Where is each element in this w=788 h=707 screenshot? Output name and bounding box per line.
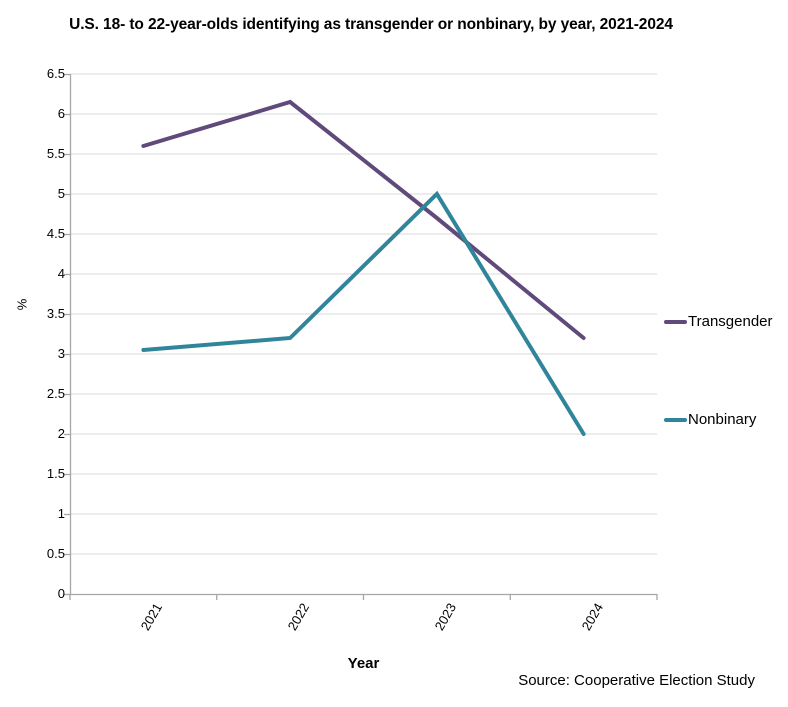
legend-item-nonbinary: Nonbinary xyxy=(664,410,756,430)
y-tick-label: 0 xyxy=(57,586,65,601)
legend-label-transgender: Transgender xyxy=(688,313,773,330)
chart-title: U.S. 18- to 22-year-olds identifying as … xyxy=(69,16,673,33)
y-tick-label: 5.5 xyxy=(46,146,65,161)
y-tick-label: 4.5 xyxy=(46,226,65,241)
y-tick-label: 1.5 xyxy=(46,466,65,481)
source-note: Source: Cooperative Election Study xyxy=(518,672,755,689)
legend-item-transgender: Transgender xyxy=(664,312,773,332)
y-tick-label: 6.5 xyxy=(46,66,65,81)
series-line-nonbinary xyxy=(141,190,586,436)
y-tick-label: 6 xyxy=(57,106,65,121)
nonbinary-line-swatch xyxy=(664,418,687,422)
y-tick-label: 0.5 xyxy=(46,546,65,561)
series-line-transgender xyxy=(141,99,586,340)
y-tick-label: 4 xyxy=(57,266,65,281)
y-tick-label: 3.5 xyxy=(46,306,65,321)
y-tick-label: 2.5 xyxy=(46,386,65,401)
y-tick-label: 3 xyxy=(57,346,65,361)
y-tick-label: 1 xyxy=(57,506,65,521)
x-axis-title: Year xyxy=(347,655,380,672)
y-tick-label: 5 xyxy=(57,186,65,201)
legend-label-nonbinary: Nonbinary xyxy=(688,411,757,428)
transgender-line-swatch xyxy=(664,320,687,324)
y-tick-label: 2 xyxy=(57,426,65,441)
y-axis-title: % xyxy=(14,298,30,311)
